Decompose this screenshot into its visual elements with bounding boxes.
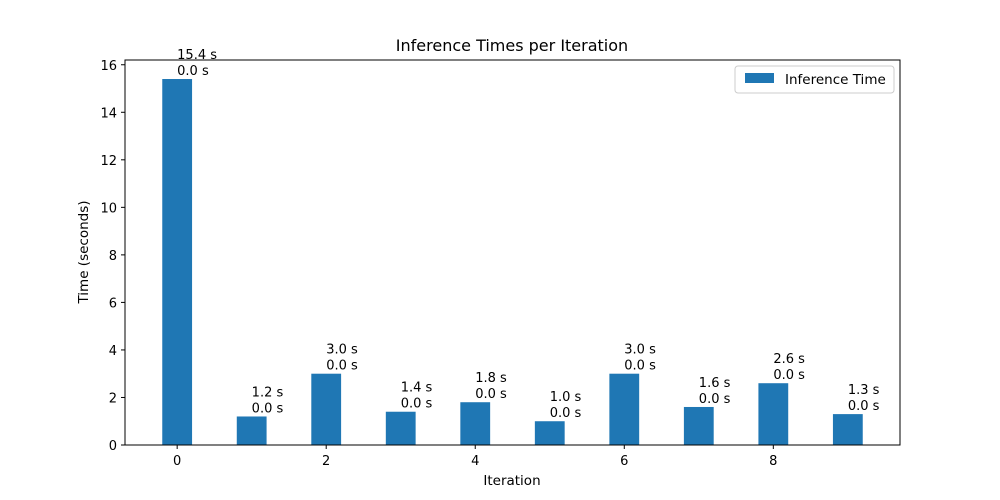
plot-area-frame — [124, 59, 901, 446]
y-tick-label-2: 2 — [109, 391, 117, 406]
y-tick-label-16: 16 — [100, 59, 117, 74]
x-tick-label-4: 4 — [471, 454, 479, 469]
x-tick-label-8: 8 — [769, 454, 777, 469]
x-tick-label-2: 2 — [322, 454, 330, 469]
x-tick-label-6: 6 — [620, 454, 628, 469]
data-labels-group: 15.4 s0.0 s1.2 s0.0 s3.0 s0.0 s1.4 s0.0 … — [177, 48, 879, 421]
data-label-baseline-7: 0.0 s — [699, 392, 731, 407]
data-label-value-1: 1.2 s — [252, 385, 284, 400]
legend-label: Inference Time — [785, 72, 886, 88]
bar-iteration-4 — [460, 402, 491, 445]
data-label-baseline-3: 0.0 s — [401, 397, 433, 412]
bars-group — [162, 79, 863, 446]
bar-iteration-5 — [534, 421, 565, 445]
x-tick-label-0: 0 — [173, 454, 181, 469]
data-label-value-9: 1.3 s — [848, 383, 880, 398]
bar-iteration-2 — [311, 373, 342, 445]
data-label-value-5: 1.0 s — [550, 390, 582, 405]
data-label-value-4: 1.8 s — [475, 371, 507, 386]
bar-iteration-1 — [236, 416, 267, 445]
bar-iteration-9 — [832, 414, 863, 445]
y-tick-label-0: 0 — [109, 439, 117, 454]
data-label-value-7: 1.6 s — [699, 376, 731, 391]
data-label-value-8: 2.6 s — [773, 352, 805, 367]
y-ticks-group: 0 2 4 6 8 10 12 14 16 — [100, 59, 125, 454]
data-label-baseline-6: 0.0 s — [624, 359, 656, 374]
data-label-baseline-0: 0.0 s — [177, 64, 209, 79]
y-tick-label-6: 6 — [109, 296, 117, 311]
x-axis-label: Iteration — [483, 473, 540, 489]
y-axis-label: Time (seconds) — [76, 200, 92, 304]
legend: Inference Time — [734, 65, 895, 94]
legend-frame — [734, 65, 895, 94]
y-tick-label-8: 8 — [109, 249, 117, 264]
bar-iteration-6 — [609, 373, 640, 445]
y-tick-label-10: 10 — [100, 201, 117, 216]
data-label-baseline-5: 0.0 s — [550, 406, 582, 421]
bar-iteration-7 — [683, 406, 714, 445]
data-label-baseline-4: 0.0 s — [475, 387, 507, 402]
data-label-value-2: 3.0 s — [326, 343, 358, 358]
bar-iteration-8 — [758, 383, 789, 445]
bar-iteration-3 — [385, 411, 416, 445]
data-label-value-0: 15.4 s — [177, 48, 217, 63]
y-tick-label-12: 12 — [100, 154, 117, 169]
bar-iteration-0 — [162, 79, 193, 446]
data-label-baseline-2: 0.0 s — [326, 359, 358, 374]
data-label-baseline-1: 0.0 s — [252, 401, 284, 416]
x-ticks-group: 0 2 4 6 8 — [173, 445, 777, 469]
data-label-value-3: 1.4 s — [401, 381, 433, 396]
chart-title: Inference Times per Iteration — [396, 36, 628, 55]
y-tick-label-4: 4 — [109, 344, 117, 359]
legend-swatch — [745, 73, 774, 83]
y-tick-label-14: 14 — [100, 106, 117, 121]
data-label-baseline-8: 0.0 s — [773, 368, 805, 383]
data-label-baseline-9: 0.0 s — [848, 399, 880, 414]
data-label-value-6: 3.0 s — [624, 343, 656, 358]
